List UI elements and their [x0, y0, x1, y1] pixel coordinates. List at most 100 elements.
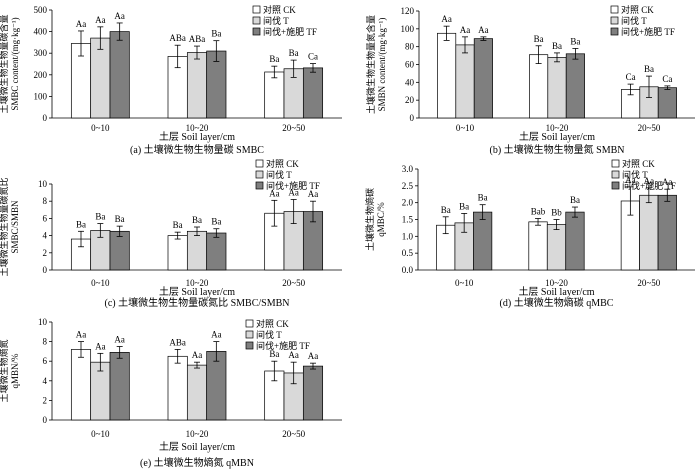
legend-swatch: [245, 341, 254, 350]
legend-label: 间伐 T: [266, 169, 292, 180]
significance-label: Aa: [478, 25, 489, 35]
significance-label: Aa: [644, 176, 655, 186]
legend-label: 对照 CK: [622, 158, 655, 169]
significance-label: Aa: [441, 14, 452, 24]
bar: [639, 194, 659, 271]
significance-label: ABa: [169, 337, 186, 347]
x-tick-label: 20~50: [282, 429, 305, 439]
bar: [546, 224, 567, 271]
bar: [70, 349, 92, 421]
significance-label: Aa: [288, 187, 299, 197]
legend-swatch: [245, 330, 254, 339]
x-axis-title: 土层 Soil layer/cm: [159, 130, 235, 143]
legend-swatch: [610, 27, 619, 36]
significance-label: Aa: [308, 351, 319, 361]
bar: [264, 71, 285, 119]
y-tick-label: 100: [34, 91, 48, 101]
legend-label: 间伐+施肥 TF: [622, 180, 676, 191]
significance-label: Ba: [211, 29, 221, 39]
significance-label: Bb: [551, 208, 562, 218]
y-tick-label: 2.5: [402, 181, 414, 191]
y-tick-label: 200: [34, 70, 48, 80]
significance-label: Aa: [211, 330, 222, 340]
x-tick-label: 0~10: [455, 278, 474, 288]
y-tick-label: 40: [405, 77, 415, 87]
legend-swatch: [610, 5, 619, 14]
significance-label: Ba: [478, 193, 488, 203]
chart-panel-5: 0 2 4 6 8 10 土壤微生物熵氮 qMBN/% Aa Aa Aa 0~10 ABa Aa Aa 10~…: [0, 317, 342, 469]
legend-label: 间伐 T: [263, 15, 289, 26]
legend-label: 对照 CK: [256, 318, 289, 329]
y-tick-label: 2.0: [402, 198, 414, 208]
x-tick-label: 20~50: [282, 123, 305, 133]
x-tick-label: 0~10: [91, 278, 110, 288]
x-tick-label: 0~10: [91, 429, 110, 439]
y-tick-label: 100: [401, 24, 415, 34]
significance-label: Aa: [95, 341, 106, 351]
y-tick-label: 500: [34, 5, 48, 15]
chart-panel-2: 0 20 40 60 80 100 120 土壤微生物生物量氮含量 SMBN content/(…: [365, 4, 695, 156]
legend-swatch: [255, 159, 264, 168]
y-axis-title-cn: 土壤微生物熵氮: [0, 339, 9, 402]
y-tick-label: 8: [43, 196, 48, 206]
legend-label: 间伐+施肥 TF: [263, 26, 317, 37]
significance-label: Ba: [644, 64, 654, 74]
y-tick-label: 0: [410, 113, 415, 123]
significance-label: Aa: [625, 175, 636, 185]
x-axis-title: 土层 Soil layer/cm: [519, 130, 595, 143]
legend-label: 对照 CK: [621, 4, 654, 15]
y-axis-title-cn: 土壤微生物生物量碳含量: [0, 14, 9, 113]
x-tick-label: 10~20: [545, 278, 568, 288]
significance-label: Ba: [459, 201, 469, 211]
x-tick-label: 20~50: [637, 278, 660, 288]
legend-label: 间伐 T: [621, 15, 647, 26]
bar: [547, 57, 567, 119]
legend-swatch: [610, 16, 619, 25]
x-tick-label: 20~50: [638, 123, 661, 133]
bar: [302, 365, 324, 421]
legend-swatch: [255, 170, 264, 179]
y-tick-label: 60: [405, 60, 415, 70]
significance-label: Ba: [115, 214, 125, 224]
significance-label: Ba: [76, 219, 86, 229]
legend-swatch: [252, 5, 261, 14]
y-axis-title-cn: 土壤微生物生物量氮含量: [365, 15, 376, 114]
y-axis-title-en: SMBC content/(mg·kg⁻¹): [10, 17, 20, 110]
x-tick-label: 10~20: [186, 278, 209, 288]
significance-label: Ba: [211, 217, 221, 227]
x-tick-label: 0~10: [456, 123, 475, 133]
x-tick-label: 10~20: [186, 429, 209, 439]
significance-label: Ba: [95, 212, 105, 222]
legend-label: 间伐+施肥 TF: [256, 340, 310, 351]
significance-label: Aa: [192, 350, 203, 360]
x-tick-label: 20~50: [282, 278, 305, 288]
y-tick-label: 0: [43, 415, 48, 425]
significance-label: Ba: [173, 220, 183, 230]
bar: [657, 194, 677, 271]
significance-label: Aa: [76, 19, 87, 29]
bar: [565, 211, 585, 271]
bar: [302, 67, 324, 119]
significance-label: Ba: [269, 349, 279, 359]
x-tick-label: 10~20: [546, 123, 569, 133]
x-axis-title: 土层 Soil layer/cm: [159, 285, 235, 298]
panel-caption: (a) 土壤微生物生物量碳 SMBC: [130, 143, 264, 156]
y-axis-title-cn: 土壤微生物生物量碳氮比: [0, 177, 9, 276]
significance-label: Ba: [570, 195, 580, 205]
y-tick-label: 3.0: [402, 164, 414, 174]
y-tick-label: 400: [34, 27, 48, 37]
y-tick-label: 6: [43, 356, 48, 366]
x-tick-label: 0~10: [91, 123, 110, 133]
y-axis-title-cn: 土壤微生物熵碳: [364, 188, 375, 251]
significance-label: Ba: [534, 34, 544, 44]
legend-label: 间伐+施肥 TF: [266, 180, 320, 191]
chart-panel-4: 0.0 0.5 1.0 1.5 2.0 2.5 3.0 土壤微生物熵碳 qMBC/% Ba Ba Ba…: [364, 158, 695, 309]
y-tick-label: 0: [43, 265, 48, 275]
y-tick-label: 2: [43, 395, 48, 405]
y-axis-title-en: SMBC/SMBN: [10, 200, 20, 254]
panel-caption: (d) 土壤微生物熵碳 qMBC: [500, 296, 614, 309]
significance-label: Ba: [570, 36, 580, 46]
bar: [167, 235, 188, 271]
